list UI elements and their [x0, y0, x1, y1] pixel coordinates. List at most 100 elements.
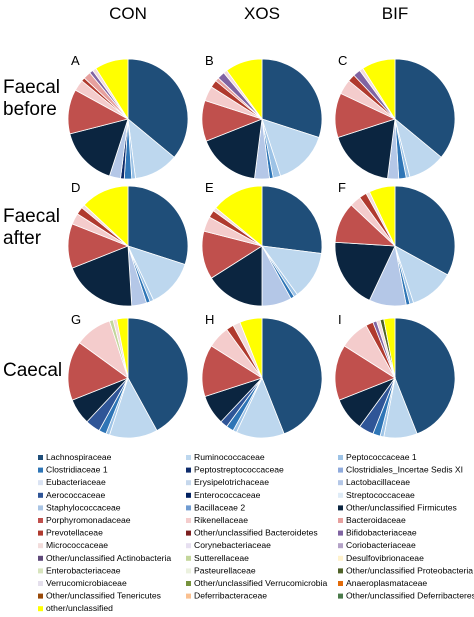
legend-swatch [38, 492, 43, 498]
legend-label: Prevotellaceae [46, 528, 103, 538]
legend-label: Deferribacteraceae [194, 591, 267, 601]
pie-c-slice-lachnospiraceae [394, 58, 456, 158]
pie-e: E [201, 180, 323, 307]
legend-swatch [338, 492, 343, 498]
pie-d-label: D [71, 180, 80, 195]
legend-label: Aerococcaceae [46, 490, 105, 500]
legend-item-streptococcaceae: Streptococcaceae [338, 490, 415, 500]
legend-item-corynebacteriaceae: Corynebacteriaceae [186, 540, 271, 550]
column-header-xos: XOS [244, 4, 280, 23]
pie-c-label: C [338, 53, 347, 68]
legend-item-rikenellaceae: Rikenellaceae [186, 515, 248, 525]
legend-item-clostridiales-incertae-sedis-xi: Clostridiales_Incertae Sedis XI [338, 465, 463, 475]
pie-f-label: F [338, 180, 346, 195]
legend-item-bacteroidaceae: Bacteroidaceae [338, 515, 406, 525]
legend-item-porphyromonadaceae: Porphyromonadaceae [38, 515, 131, 525]
legend-label: Other/unclassified Firmicutes [346, 502, 457, 512]
legend-swatch [186, 467, 191, 473]
legend-label: Staphylococcaceae [46, 502, 121, 512]
legend-label: Peptostreptococcaceae [194, 465, 284, 475]
legend-swatch [338, 593, 343, 599]
legend-swatch [38, 581, 43, 586]
legend-item-micrococcaceae: Micrococcaceae [38, 540, 108, 550]
pie-a-slice-other-unclassified-firmicutes [69, 118, 129, 177]
legend-label: Corynebacteriaceae [194, 540, 271, 550]
legend-label: Sutterellaceae [194, 553, 249, 563]
pie-d-slice-lachnospiraceae [127, 185, 189, 266]
legend-item-peptococcaceae-1: Peptococcaceae 1 [338, 452, 417, 462]
pie-d-slice-other-unclassified-firmicutes [71, 245, 133, 307]
legend-swatch [338, 530, 343, 536]
legend-item-pasteurellaceae: Pasteurellaceae [186, 565, 256, 575]
legend-label: Erysipelotrichaceae [194, 477, 269, 487]
pie-grid: A B C D E F G H I [67, 53, 456, 439]
legend-item-other-unclassified-firmicutes: Other/unclassified Firmicutes [338, 502, 457, 512]
legend-label: Other/unclassified Verrucomicrobia [194, 578, 327, 588]
legend-item-bifidobacteriaceae: Bifidobacteriaceae [338, 528, 417, 538]
legend-item-other-unclassified: other/unclassified [38, 603, 113, 613]
pie-h: H [201, 312, 323, 439]
legend-item-sutterellaceae: Sutterellaceae [186, 553, 249, 563]
legend-item-other-unclassified-actinobacteria: Other/unclassified Actinobacteria [38, 553, 171, 563]
legend-item-enterobacteriaceae: Enterobacteriaceae [38, 565, 121, 575]
legend-swatch [38, 505, 43, 511]
pie-c: C [334, 53, 456, 180]
pie-i-slice-porphyromonadaceae [334, 345, 396, 401]
legend-label: other/unclassified [46, 603, 113, 613]
pie-f-slice-other-unclassified [368, 185, 396, 247]
pie-g-label: G [71, 312, 81, 327]
pie-i-slice-other-unclassified [383, 317, 396, 379]
legend-swatch [338, 543, 343, 549]
legend-label: Eubacteriaceae [46, 477, 106, 487]
legend-item-other-unclassified-verrucomicrobia: Other/unclassified Verrucomicrobia [186, 578, 327, 588]
row-header-faecal-before: Faecal before [3, 77, 60, 120]
legend-label: Rikenellaceae [194, 515, 248, 525]
legend-swatch [186, 455, 191, 460]
legend-label: Porphyromonadaceae [46, 515, 131, 525]
legend-item-peptostreptococcaceae: Peptostreptococcaceae [186, 465, 284, 475]
legend-swatch [38, 543, 43, 549]
pie-a-label: A [71, 53, 80, 68]
row-header-caecal: Caecal [3, 360, 62, 381]
pie-h-slice-other-unclassified [239, 317, 263, 379]
legend-label: Coriobacteriaceae [346, 540, 416, 550]
legend-label: Other/unclassified Deferribacteres [346, 591, 474, 601]
legend-swatch [38, 593, 43, 599]
legend-swatch [186, 543, 191, 549]
pie-b-slice-lachnospiraceae [261, 58, 323, 139]
legend-label: Ruminococcaceae [194, 452, 265, 462]
pie-d: D [67, 180, 189, 307]
legend-item-deferribacteraceae: Deferribacteraceae [186, 591, 267, 601]
pie-c-slice-other-unclassified-firmicutes [337, 118, 396, 179]
legend-label: Peptococcaceae 1 [346, 452, 417, 462]
legend-item-eubacteriaceae: Eubacteriaceae [38, 477, 106, 487]
legend-label: Lactobacillaceae [346, 477, 410, 487]
legend-item-anaeroplasmataceae: Anaeroplasmataceae [338, 578, 427, 588]
legend-swatch [338, 455, 343, 460]
pie-e-slice-other-unclassified-firmicutes [210, 245, 263, 307]
legend-label: Enterococcaceae [194, 490, 261, 500]
legend-swatch [186, 530, 191, 536]
pie-i-label: I [338, 312, 342, 327]
legend-item-prevotellaceae: Prevotellaceae [38, 528, 103, 538]
pie-i: I [334, 312, 456, 439]
pie-a: A [67, 53, 189, 180]
legend-item-clostridiaceae-1: Clostridiaceae 1 [38, 465, 108, 475]
pie-g-slice-lachnospiraceae [127, 317, 189, 432]
legend-swatch [186, 555, 191, 561]
pie-d-slice-other-unclassified [83, 185, 129, 247]
legend-label: Enterobacteriaceae [46, 565, 121, 575]
legend-item-bacillaceae-2: Bacillaceae 2 [186, 502, 245, 512]
column-headers: CON XOS BIF [109, 4, 408, 23]
legend: Lachnospiraceae Ruminococcaceae Peptococca… [38, 452, 474, 613]
legend-swatch [186, 518, 191, 523]
legend-swatch [338, 480, 343, 486]
pie-b-label: B [205, 53, 214, 68]
legend-label: Other/unclassified Actinobacteria [46, 553, 171, 563]
legend-item-coriobacteriaceae: Coriobacteriaceae [338, 540, 416, 550]
pie-f-slice-other-unclassified-firmicutes [334, 241, 396, 301]
legend-item-staphylococcaceae: Staphylococcaceae [38, 502, 121, 512]
legend-swatch [338, 518, 343, 523]
legend-item-ruminococcaceae: Ruminococcaceae [186, 452, 265, 462]
